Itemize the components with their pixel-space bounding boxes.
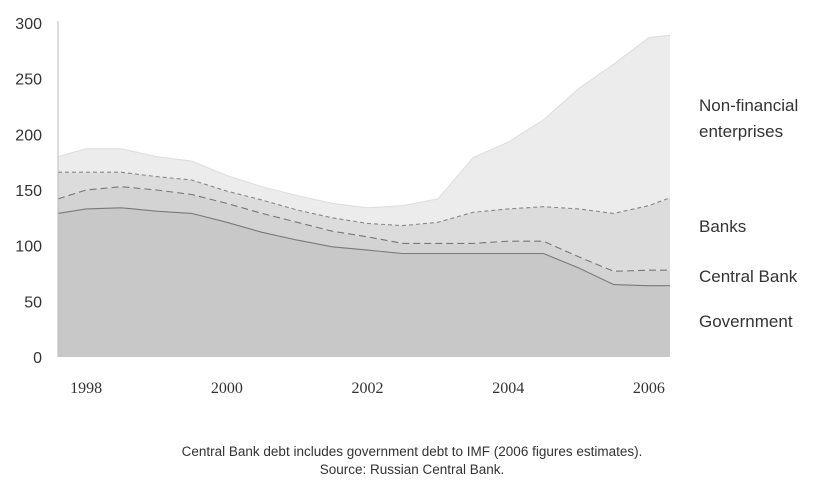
area-non-financial-enterprises <box>58 35 670 226</box>
y-tick-label: 250 <box>15 72 42 89</box>
x-tick-label: 2004 <box>492 380 524 397</box>
caption-note: Central Bank debt includes government de… <box>181 444 643 459</box>
label-government: Government <box>699 312 793 331</box>
caption-source: Source: Russian Central Bank. <box>319 462 505 477</box>
label-central-bank: Central Bank <box>699 267 798 286</box>
y-tick-label: 150 <box>15 183 42 200</box>
area-banks <box>58 172 670 272</box>
y-tick-label: 0 <box>33 350 42 367</box>
area-layer <box>58 35 670 357</box>
y-tick-label: 100 <box>15 239 42 256</box>
x-tick-label: 2006 <box>633 380 665 397</box>
y-axis: 0 50 100 150 200 250 300 <box>15 16 42 367</box>
x-tick-label: 2002 <box>352 380 384 397</box>
x-tick-label: 1998 <box>70 380 102 397</box>
y-tick-label: 200 <box>15 127 42 144</box>
x-tick-label: 2000 <box>211 380 243 397</box>
label-nonfinancial-line1: Non-financial <box>699 96 798 115</box>
boundary-layer <box>57 34 671 287</box>
boundary-non-financial-enterprises <box>57 34 671 209</box>
boundary-banks <box>58 171 671 227</box>
boundary-central-bank <box>57 186 670 272</box>
area-central-bank <box>58 186 670 286</box>
label-banks: Banks <box>699 217 746 236</box>
label-nonfinancial-line2: enterprises <box>699 122 783 141</box>
boundary-government <box>57 207 670 287</box>
x-axis: 1998 2000 2002 2004 2006 <box>70 380 665 397</box>
area-government <box>58 207 670 357</box>
chart-caption: Central Bank debt includes government de… <box>0 443 824 479</box>
y-tick-label: 300 <box>15 16 42 33</box>
y-tick-label: 50 <box>24 294 42 311</box>
